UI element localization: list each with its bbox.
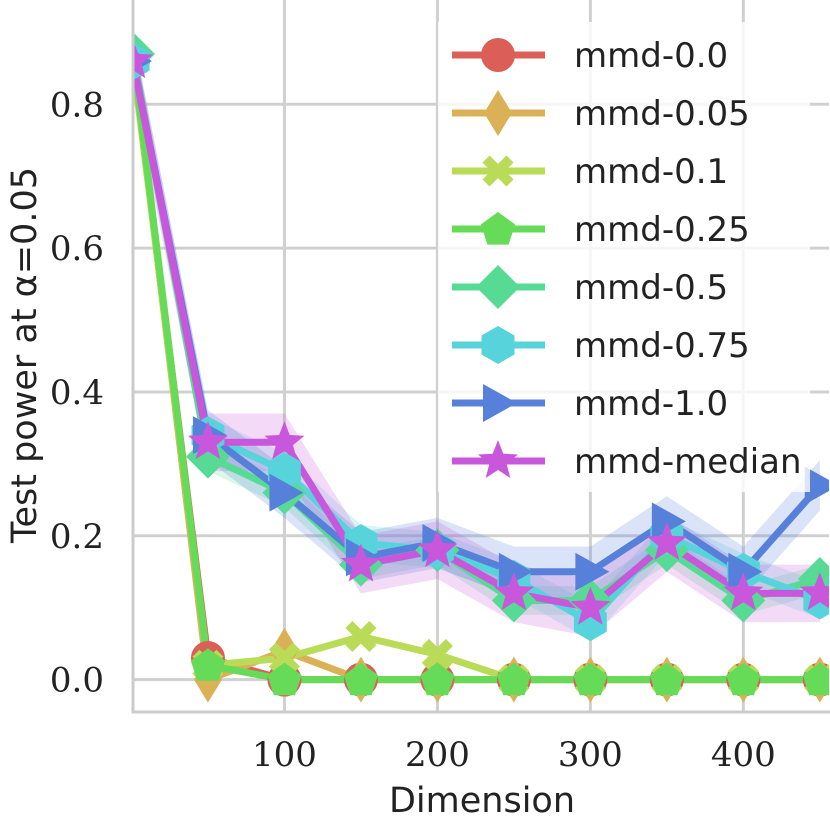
point-mmd-0-25 bbox=[726, 662, 761, 696]
legend-label-mmd-0-0: mmd-0.0 bbox=[574, 36, 728, 76]
point-mmd-median bbox=[264, 421, 305, 460]
y-tick-label: 0.2 bbox=[50, 517, 104, 557]
legend-marker-mmd-0-5 bbox=[476, 265, 520, 309]
point-mmd-1-0 bbox=[651, 502, 686, 541]
point-mmd-1-0 bbox=[498, 552, 533, 591]
point-mmd-median bbox=[799, 572, 829, 611]
point-mmd-0-1 bbox=[268, 642, 300, 674]
band-mmd-1-0 bbox=[133, 35, 820, 597]
point-mmd-median bbox=[493, 572, 534, 611]
y-tick-label: 0.6 bbox=[50, 229, 104, 269]
series-lines bbox=[133, 53, 823, 684]
y-axis-label: Test power at α=0.05 bbox=[5, 167, 45, 544]
point-mmd-0-1 bbox=[421, 638, 453, 671]
legend-marker-mmd-median bbox=[478, 440, 518, 478]
point-mmd-0-25 bbox=[343, 662, 378, 696]
series-markers bbox=[133, 30, 829, 703]
legend-label-mmd-0-1: mmd-0.1 bbox=[574, 152, 728, 192]
line-mmd-median bbox=[133, 60, 820, 612]
line-mmd-0-75 bbox=[133, 60, 822, 626]
x-tick-label: 400 bbox=[711, 735, 776, 775]
legend-marker-mmd-0-1 bbox=[482, 155, 514, 187]
line-mmd-0-25 bbox=[133, 53, 820, 684]
axes-frame bbox=[131, 0, 830, 714]
point-mmd-0-25 bbox=[267, 662, 302, 696]
legend-label-mmd-median: mmd-median bbox=[574, 442, 802, 482]
point-mmd-median bbox=[133, 40, 153, 79]
point-mmd-median bbox=[188, 421, 228, 460]
legend-marker-mmd-1-0 bbox=[483, 384, 517, 422]
point-mmd-0-1 bbox=[345, 620, 377, 653]
y-tick-label: 0.0 bbox=[50, 661, 104, 701]
point-mmd-1-0 bbox=[575, 552, 610, 591]
point-mmd-median bbox=[646, 522, 687, 560]
point-mmd-1-0 bbox=[804, 466, 829, 505]
point-mmd-0-25 bbox=[190, 648, 226, 681]
legend-label-mmd-0-5: mmd-0.5 bbox=[574, 268, 728, 308]
x-axis-label: Dimension bbox=[389, 781, 575, 820]
point-mmd-median bbox=[417, 529, 458, 568]
point-mmd-0-25 bbox=[573, 662, 608, 696]
legend-label-mmd-0-25: mmd-0.25 bbox=[574, 210, 750, 250]
point-mmd-median bbox=[570, 586, 611, 625]
legend-marker-mmd-0-0 bbox=[481, 38, 515, 72]
point-mmd-0-25 bbox=[649, 662, 684, 696]
point-mmd-0-25 bbox=[802, 662, 829, 696]
y-tick-label: 0.8 bbox=[50, 85, 104, 125]
legend: mmd-0.0 mmd-0.05 mmd-0.1 mmd-0.25 mmd-0.5 mmd… bbox=[438, 22, 810, 492]
x-tick-label: 100 bbox=[252, 735, 317, 775]
point-mmd-1-0 bbox=[728, 552, 763, 591]
line-mmd-1-0 bbox=[133, 60, 823, 576]
x-tick-label: 300 bbox=[558, 735, 623, 775]
legend-label-mmd-0-05: mmd-0.05 bbox=[574, 94, 750, 134]
point-mmd-1-0 bbox=[269, 473, 304, 512]
point-mmd-median bbox=[723, 572, 764, 611]
point-mmd-0-25 bbox=[420, 662, 455, 696]
legend-marker-mmd-0-25 bbox=[480, 212, 516, 245]
y-tick-label: 0.4 bbox=[50, 373, 104, 413]
legend-marker-mmd-0-75 bbox=[481, 326, 515, 364]
point-mmd-0-25 bbox=[496, 662, 531, 696]
x-tick-label: 200 bbox=[405, 735, 470, 775]
legend-marker-mmd-0-05 bbox=[484, 90, 512, 136]
tick-labels: 100 200 300 400 0.0 0.2 0.4 0.6 0.8 bbox=[50, 85, 776, 775]
legend-label-mmd-0-75: mmd-0.75 bbox=[574, 326, 750, 366]
point-mmd-median bbox=[340, 543, 381, 582]
legend-label-mmd-1-0: mmd-1.0 bbox=[574, 384, 728, 424]
